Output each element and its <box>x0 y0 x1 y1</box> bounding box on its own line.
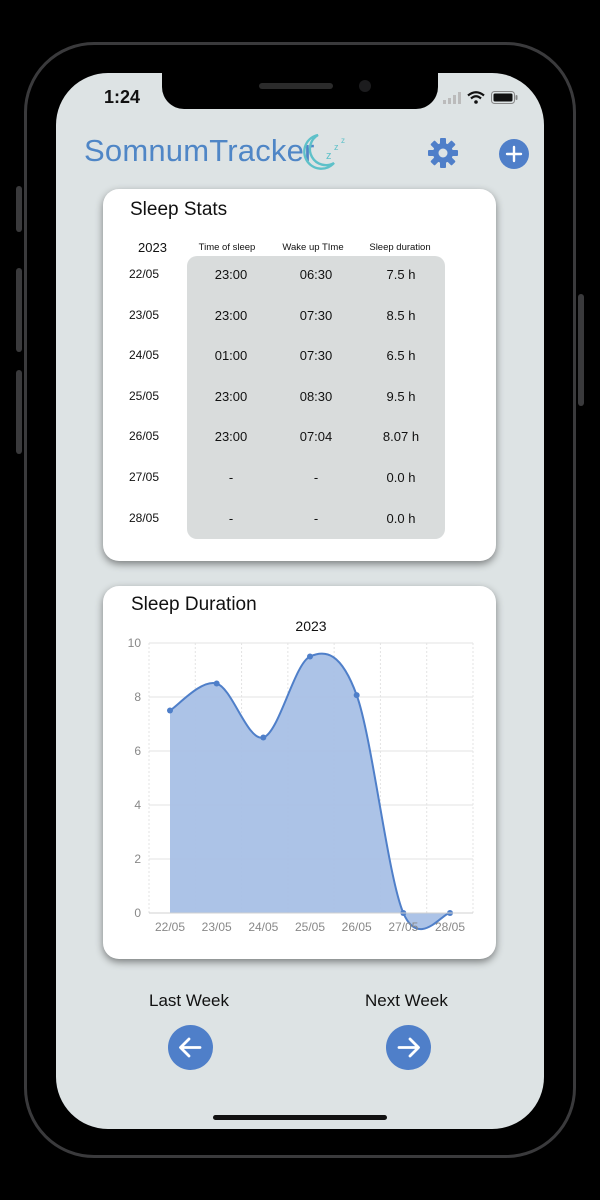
svg-text:z: z <box>341 136 345 145</box>
next-week-button[interactable] <box>386 1025 431 1070</box>
table-row: 24/05 01:00 07:30 6.5 h <box>103 348 496 368</box>
sleep-duration-title: Sleep Duration <box>131 594 257 615</box>
row-time-of-sleep: 01:00 <box>214 348 248 363</box>
row-date: 22/05 <box>129 267 160 281</box>
speaker <box>259 83 333 89</box>
screen: 1:24 SomnumTracker z z z <box>56 73 544 1129</box>
row-sleep-duration: 8.07 h <box>382 429 420 444</box>
row-time-of-sleep: 23:00 <box>214 308 248 323</box>
row-wake-up-time: 07:04 <box>299 429 333 444</box>
sleep-stats-card: Sleep Stats 2023 Time of sleep Wake up T… <box>103 189 496 561</box>
last-week-button[interactable] <box>168 1025 213 1070</box>
column-header-sleep-duration: Sleep duration <box>369 242 431 253</box>
row-sleep-duration: 6.5 h <box>386 348 416 363</box>
y-tick-label: 0 <box>134 906 141 920</box>
row-sleep-duration: 8.5 h <box>386 308 416 323</box>
last-week-label: Last Week <box>149 991 230 1010</box>
row-time-of-sleep: 23:00 <box>214 389 248 404</box>
y-tick-label: 4 <box>134 798 141 812</box>
row-wake-up-time: 07:30 <box>299 348 333 363</box>
row-wake-up-time: - <box>313 470 319 485</box>
y-tick-label: 6 <box>134 744 141 758</box>
arrow-left-icon <box>179 1037 202 1058</box>
row-sleep-duration: 0.0 h <box>386 470 416 485</box>
wifi-icon <box>467 91 485 104</box>
signal-icon <box>443 91 461 104</box>
table-row: 25/05 23:00 08:30 9.5 h <box>103 389 496 409</box>
notch <box>162 73 438 109</box>
mute-switch <box>16 186 22 232</box>
chart-title: 2023 <box>295 618 326 634</box>
next-week-label: Next Week <box>365 991 448 1010</box>
row-time-of-sleep: - <box>228 470 234 485</box>
area-fill <box>170 653 450 930</box>
table-row: 26/05 23:00 07:04 8.07 h <box>103 429 496 449</box>
row-sleep-duration: 9.5 h <box>386 389 416 404</box>
row-wake-up-time: 06:30 <box>299 267 333 282</box>
sleep-duration-chart: 2023 0 2 4 6 8 10 22/05 23/05 24/05 25/05 26/05 27/0… <box>128 618 474 934</box>
x-tick-label: 26/05 <box>342 920 372 934</box>
data-point <box>213 680 220 687</box>
row-sleep-duration: 7.5 h <box>386 267 416 282</box>
svg-text:z: z <box>326 150 332 162</box>
column-header-time-of-sleep: Time of sleep <box>198 242 256 253</box>
arrow-right-icon <box>397 1037 420 1058</box>
x-tick-label: 23/05 <box>202 920 232 934</box>
row-date: 28/05 <box>129 511 160 525</box>
data-point <box>307 653 313 660</box>
table-row: 22/05 23:00 06:30 7.5 h <box>103 267 496 287</box>
status-time: 1:24 <box>104 87 141 107</box>
table-row: 28/05 - - 0.0 h <box>103 511 496 531</box>
x-tick-label: 24/05 <box>248 920 278 934</box>
plus-icon <box>505 145 523 163</box>
row-wake-up-time: - <box>313 511 319 526</box>
sleep-stats-title: Sleep Stats <box>130 199 228 220</box>
table-row: 27/05 - - 0.0 h <box>103 470 496 490</box>
row-date: 24/05 <box>129 348 160 362</box>
data-point <box>353 692 360 699</box>
row-sleep-duration: 0.0 h <box>386 511 416 526</box>
y-tick-label: 2 <box>134 852 141 866</box>
y-tick-label: 8 <box>134 690 141 704</box>
x-tick-label: 25/05 <box>295 920 325 934</box>
row-wake-up-time: 08:30 <box>299 389 333 404</box>
x-tick-label: 27/05 <box>388 920 418 934</box>
battery-icon <box>491 91 518 104</box>
row-time-of-sleep: 23:00 <box>214 267 248 282</box>
row-date: 23/05 <box>129 308 160 322</box>
column-header-wake-up-time: Wake up TIme <box>282 242 344 253</box>
power-button <box>578 294 584 406</box>
data-point <box>167 707 173 714</box>
app-logo-text: SomnumTracker <box>84 133 315 168</box>
stats-year: 2023 <box>138 240 167 255</box>
y-tick-label: 10 <box>128 636 142 650</box>
volume-up-button <box>16 268 22 352</box>
row-time-of-sleep: - <box>228 511 234 526</box>
row-date: 25/05 <box>129 389 160 403</box>
table-row: 23/05 23:00 07:30 8.5 h <box>103 308 496 328</box>
status-icons <box>443 91 518 104</box>
sleep-duration-card: Sleep Duration 2023 0 2 4 6 8 10 22/05 23/05 24/0… <box>103 586 496 959</box>
moon-zzz-icon: z z z <box>303 133 345 170</box>
row-wake-up-time: 07:30 <box>299 308 333 323</box>
x-tick-label: 22/05 <box>155 920 185 934</box>
home-indicator <box>213 1115 387 1120</box>
svg-text:z: z <box>334 142 339 152</box>
row-time-of-sleep: 23:00 <box>214 429 248 444</box>
data-point <box>260 734 267 741</box>
volume-down-button <box>16 370 22 454</box>
add-entry-button[interactable] <box>499 139 529 169</box>
x-tick-label: 28/05 <box>435 920 465 934</box>
row-date: 27/05 <box>129 470 160 484</box>
stats-table-background <box>187 256 445 539</box>
camera <box>359 80 371 92</box>
row-date: 26/05 <box>129 429 160 443</box>
gear-icon[interactable] <box>427 137 459 169</box>
